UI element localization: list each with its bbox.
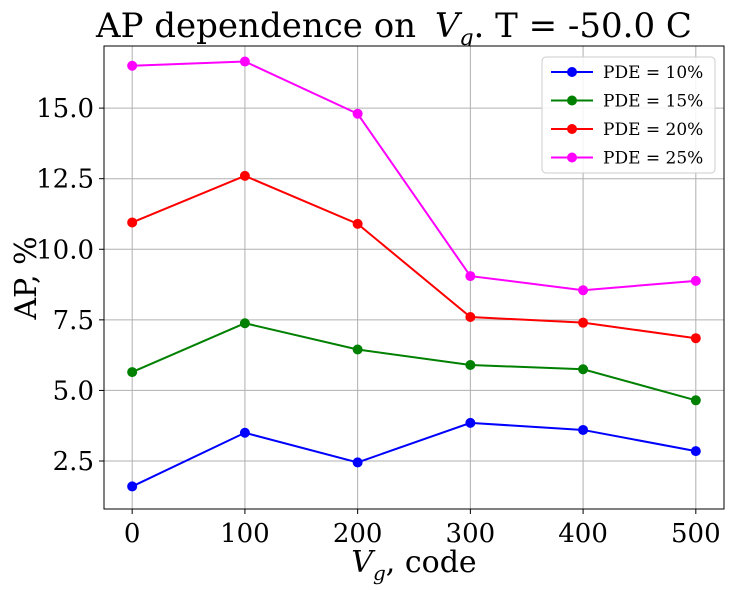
data-point bbox=[465, 360, 476, 371]
y-tick-label: 2.5 bbox=[53, 447, 94, 477]
data-point bbox=[239, 318, 250, 329]
data-point bbox=[239, 56, 250, 67]
series-line bbox=[131, 322, 697, 402]
data-point bbox=[352, 344, 363, 355]
legend-item: PDE = 25% bbox=[551, 149, 703, 169]
data-point bbox=[127, 367, 138, 378]
legend: PDE = 10% PDE = 15% PDE = 20% PDE = 25% bbox=[541, 56, 716, 174]
legend-marker bbox=[567, 67, 577, 77]
legend-label: PDE = 15% bbox=[603, 92, 703, 112]
legend-item: PDE = 20% bbox=[551, 120, 703, 140]
series-line bbox=[131, 174, 696, 340]
series bbox=[127, 417, 701, 492]
legend-label: PDE = 10% bbox=[603, 63, 703, 83]
legend-label: PDE = 25% bbox=[603, 149, 703, 169]
data-point bbox=[239, 427, 250, 438]
plot-frame bbox=[103, 45, 725, 510]
data-point bbox=[465, 417, 476, 428]
legend-marker bbox=[567, 152, 577, 163]
series-line bbox=[132, 60, 696, 292]
x-tick-label: 500 bbox=[671, 519, 721, 549]
x-tick-label: 300 bbox=[446, 519, 496, 549]
y-tick-label: 7.5 bbox=[53, 306, 94, 336]
data-point bbox=[578, 364, 589, 375]
data-point bbox=[352, 457, 363, 468]
data-point bbox=[465, 271, 476, 282]
legend-item: PDE = 10% bbox=[551, 63, 703, 83]
legend-marker bbox=[567, 124, 577, 134]
legend-label: PDE = 20% bbox=[603, 120, 703, 140]
y-tick-label: 5.0 bbox=[53, 376, 94, 406]
data-point bbox=[127, 217, 138, 228]
y-axis-label: AP, % bbox=[9, 236, 44, 320]
data-point bbox=[578, 424, 589, 435]
data-point bbox=[127, 481, 138, 492]
data-point bbox=[578, 285, 589, 296]
data-point bbox=[690, 333, 701, 344]
chart-title: AP dependence on Vg. T = -50.0 C bbox=[95, 6, 692, 51]
data-point bbox=[239, 170, 250, 181]
y-tick-label: 12.5 bbox=[36, 165, 94, 195]
y-tick-label: 15.0 bbox=[36, 94, 94, 124]
axis-ticks: 0 100 200 300 400 500 2.5 5.0 7.5 10.0 12.5 15.0 bbox=[36, 94, 721, 549]
x-tick-label: 400 bbox=[558, 519, 608, 549]
data-point bbox=[352, 218, 363, 229]
legend-item: PDE = 15% bbox=[551, 92, 703, 112]
y-tick-label: 10.0 bbox=[36, 235, 94, 265]
series-layer bbox=[127, 56, 701, 492]
x-tick-label: 100 bbox=[220, 519, 270, 549]
series-line bbox=[131, 421, 697, 488]
data-point bbox=[690, 275, 701, 286]
data-point bbox=[578, 317, 589, 328]
series bbox=[127, 56, 701, 296]
series bbox=[127, 318, 701, 406]
data-point bbox=[127, 60, 138, 71]
legend-marker bbox=[567, 95, 577, 106]
x-tick-label: 0 bbox=[124, 519, 141, 549]
x-axis-label: Vg, code bbox=[351, 545, 476, 585]
legend-box bbox=[541, 56, 716, 174]
data-point bbox=[690, 446, 701, 457]
grid-lines bbox=[104, 46, 724, 509]
x-tick-label: 200 bbox=[333, 519, 383, 549]
series bbox=[127, 170, 701, 344]
data-point bbox=[352, 108, 363, 119]
data-point bbox=[690, 395, 701, 406]
data-point bbox=[465, 312, 476, 323]
